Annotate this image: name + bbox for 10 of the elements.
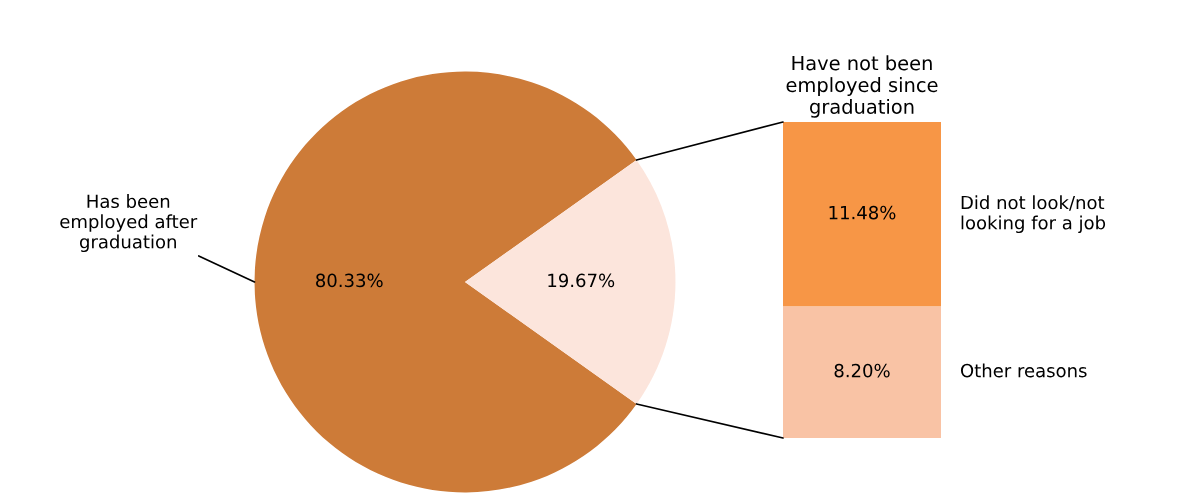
slice-label: Has been employed after graduation xyxy=(60,194,198,253)
data-label: 11.48% xyxy=(829,205,896,220)
pie-slice xyxy=(465,160,676,404)
pie-slice xyxy=(254,71,637,493)
data-label: 19.67% xyxy=(548,273,615,288)
data-label: 80.33% xyxy=(316,273,383,288)
series-label: Did not look/not looking for a job xyxy=(961,195,1106,234)
series-label: Other reasons xyxy=(960,363,1087,378)
chart-title: Have not been employed since graduation xyxy=(786,55,938,118)
data-label: 8.20% xyxy=(834,363,890,378)
